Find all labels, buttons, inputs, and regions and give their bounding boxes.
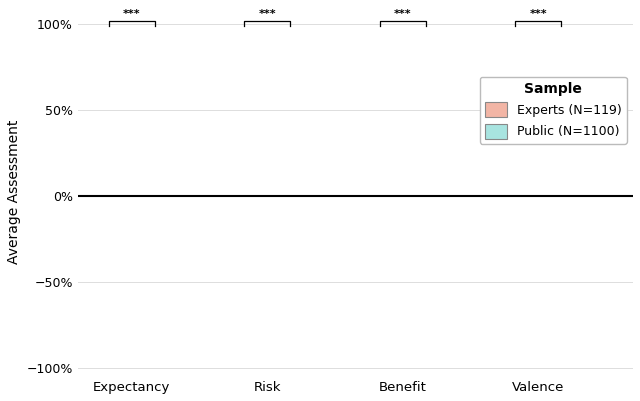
Y-axis label: Average Assessment: Average Assessment (7, 119, 21, 264)
Text: ***: *** (259, 9, 276, 19)
Text: ***: *** (394, 9, 412, 19)
Text: ***: *** (123, 9, 141, 19)
Legend: Experts (N=119), Public (N=1100): Experts (N=119), Public (N=1100) (479, 77, 627, 144)
Text: ***: *** (529, 9, 547, 19)
